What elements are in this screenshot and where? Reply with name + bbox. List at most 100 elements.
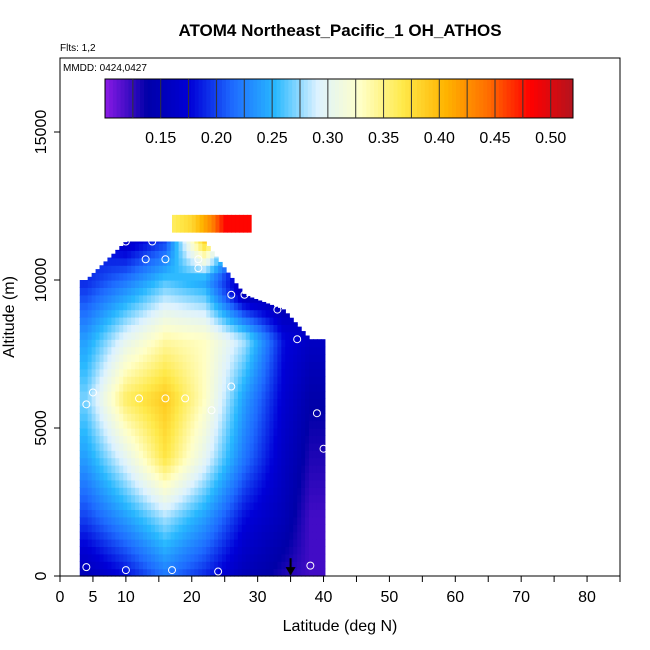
heatmap-cell — [210, 346, 215, 355]
heatmap-cell — [203, 214, 209, 233]
heatmap-cell — [146, 442, 152, 451]
heatmap-cell — [273, 405, 279, 414]
heatmap-cell — [249, 354, 255, 362]
heatmap-cell — [83, 465, 89, 473]
heatmap-cell — [265, 398, 271, 407]
heatmap-cell — [146, 413, 152, 422]
heatmap-cell — [103, 331, 109, 340]
heatmap-cell — [293, 346, 298, 355]
heatmap-cell — [83, 420, 89, 429]
heatmap-cell — [83, 457, 89, 466]
heatmap-cell — [158, 479, 164, 488]
colorbar-swatch — [370, 79, 375, 118]
colorbar-tick-label: 0.20 — [201, 130, 232, 147]
heatmap-cell — [127, 324, 132, 333]
heatmap-cell — [210, 398, 215, 407]
heatmap-cell — [190, 524, 195, 533]
heatmap-cell — [91, 272, 97, 281]
heatmap-cell — [305, 442, 310, 451]
heatmap-cell — [281, 428, 286, 436]
heatmap-cell — [158, 383, 164, 392]
heatmap-cell — [139, 398, 144, 407]
heatmap-cell — [131, 502, 136, 510]
heatmap-cell — [309, 339, 314, 348]
heatmap-cell — [123, 553, 128, 562]
heatmap-cell — [182, 546, 188, 555]
heatmap-cell — [174, 568, 180, 577]
heatmap-cell — [79, 502, 85, 510]
heatmap-cell — [135, 265, 140, 274]
heatmap-cell — [178, 339, 184, 348]
heatmap-cell — [257, 413, 263, 422]
heatmap-cell — [166, 241, 172, 244]
heatmap-cell — [174, 391, 180, 399]
heatmap-cell — [131, 376, 136, 385]
heatmap-cell — [139, 391, 144, 399]
heatmap-cell — [206, 457, 211, 466]
colorbar-swatch — [253, 79, 258, 118]
heatmap-cell — [119, 457, 124, 466]
colorbar-swatch — [128, 79, 133, 118]
heatmap-cell — [190, 442, 195, 451]
heatmap-cell — [202, 494, 207, 503]
heatmap-cell — [210, 361, 215, 370]
heatmap-cell — [214, 450, 219, 459]
heatmap-cell — [202, 546, 207, 555]
heatmap-cell — [226, 435, 231, 444]
heatmap-cell — [222, 420, 227, 429]
heatmap-cell — [166, 553, 172, 562]
heatmap-cell — [139, 450, 144, 459]
heatmap-cell — [297, 420, 302, 429]
heatmap-cell — [127, 391, 132, 399]
heatmap-cell — [182, 324, 188, 333]
heatmap-cell — [174, 531, 180, 540]
heatmap-cell — [198, 502, 203, 510]
heatmap-cell — [166, 457, 172, 466]
heatmap-cell — [210, 280, 215, 288]
heatmap-cell — [297, 494, 302, 503]
heatmap-cell — [123, 398, 128, 407]
heatmap-cell — [135, 405, 140, 414]
heatmap-cell — [162, 331, 168, 340]
heatmap-cell — [233, 376, 239, 385]
heatmap-cell — [281, 442, 286, 451]
heatmap-cell — [143, 494, 148, 503]
heatmap-cell — [210, 294, 215, 303]
heatmap-cell — [202, 568, 207, 577]
heatmap-cell — [265, 309, 271, 318]
heatmap-cell — [194, 391, 199, 399]
heatmap-cell — [206, 376, 211, 385]
heatmap-cell — [123, 457, 128, 466]
heatmap-cell — [190, 272, 195, 281]
heatmap-cell — [143, 339, 148, 348]
heatmap-cell — [107, 272, 112, 281]
heatmap-cell — [166, 413, 172, 422]
heatmap-cell — [107, 265, 112, 274]
heatmap-cell — [226, 324, 231, 333]
heatmap-cell — [143, 243, 148, 251]
heatmap-cell — [233, 428, 239, 436]
heatmap-cell — [146, 287, 152, 296]
heatmap-cell — [182, 302, 188, 311]
colorbar-swatch — [225, 79, 231, 118]
heatmap-cell — [95, 568, 101, 577]
heatmap-cell — [79, 376, 85, 385]
heatmap-cell — [229, 479, 235, 488]
heatmap-cell — [115, 450, 120, 459]
heatmap-cell — [111, 479, 116, 488]
heatmap-cell — [214, 465, 219, 473]
heatmap-cell — [190, 250, 195, 259]
heatmap-cell — [135, 561, 140, 570]
heatmap-cell — [289, 398, 294, 407]
heatmap-cell — [99, 553, 105, 562]
heatmap-cell — [293, 509, 298, 518]
heatmap-cell — [99, 524, 105, 533]
heatmap-cell — [103, 339, 109, 348]
heatmap-cell — [241, 398, 247, 407]
heatmap-cell — [115, 398, 120, 407]
heatmap-cell — [182, 568, 188, 577]
heatmap-cell — [206, 413, 211, 422]
heatmap-cell — [218, 391, 223, 399]
heatmap-cell — [316, 568, 322, 577]
heatmap-cell — [320, 450, 326, 459]
